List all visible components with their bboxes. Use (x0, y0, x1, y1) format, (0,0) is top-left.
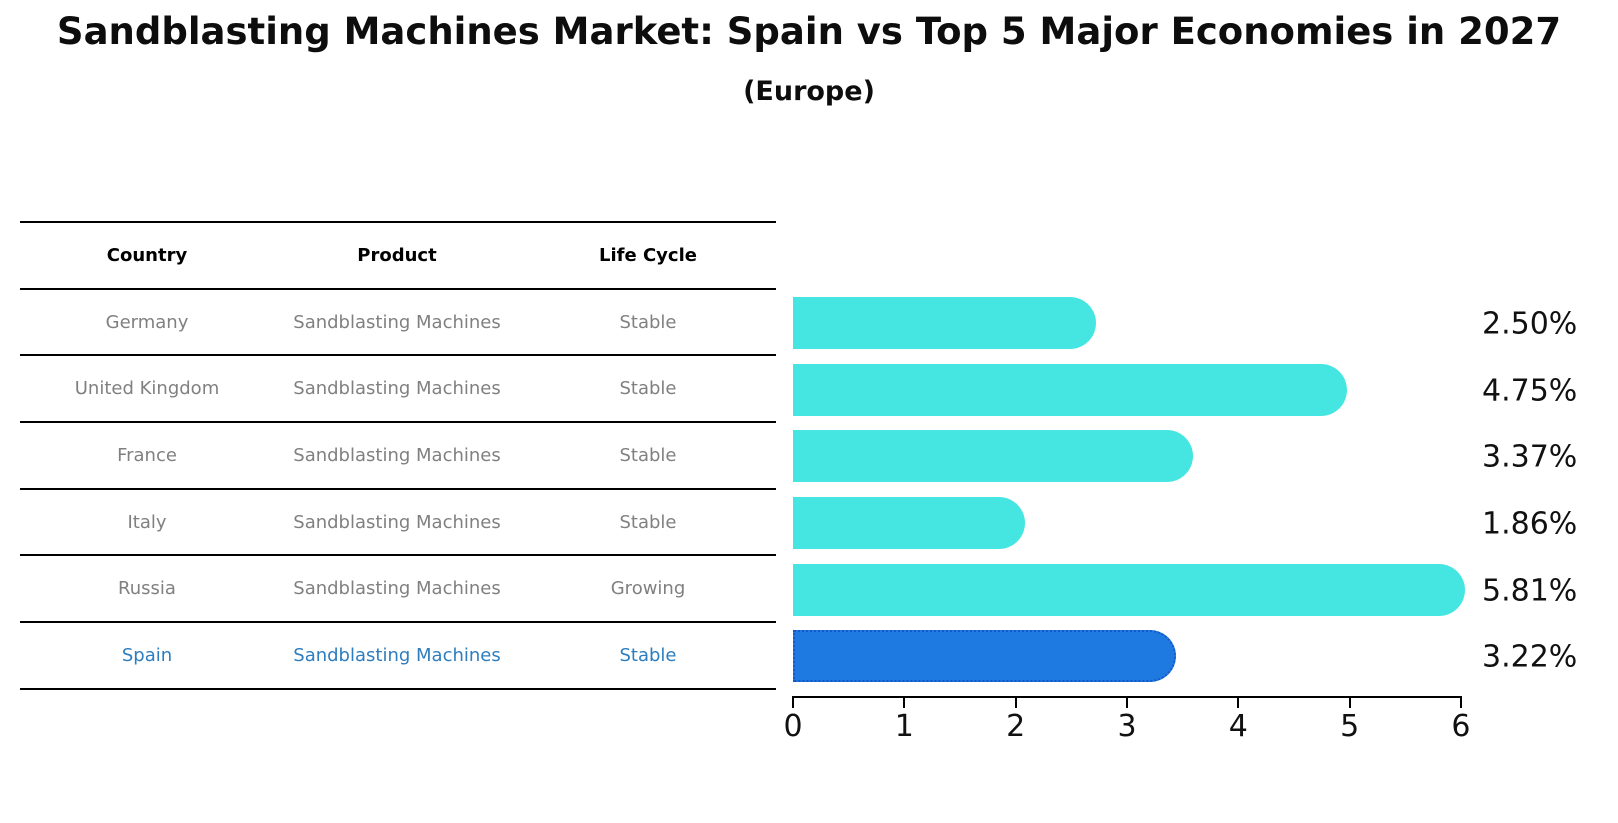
chart-title: Sandblasting Machines Market: Spain vs T… (56, 10, 1562, 53)
tick-mark (792, 698, 794, 708)
country-cell: Spain (121, 644, 173, 666)
life-cycle-cell: Stable (619, 644, 677, 666)
bar-row: 1.86% (793, 490, 1618, 557)
country-cell: United Kingdom (74, 378, 220, 400)
country-cell: Germany (105, 311, 189, 333)
x-axis-ticks: 0 1 2 3 4 5 6 (783, 698, 1471, 744)
value-label: 4.75% (1482, 373, 1578, 408)
life-cycle-cell: Stable (619, 444, 677, 466)
product-cell: Sandblasting Machines (293, 644, 501, 666)
x-axis-tick: 6 (1451, 698, 1471, 744)
value-label: 1.86% (1482, 506, 1578, 541)
table-row: United Kingdom Sandblasting Machines Sta… (20, 356, 776, 424)
value-label: 3.37% (1482, 439, 1578, 474)
tick-label: 1 (894, 709, 914, 744)
column-header-product: Product (357, 244, 437, 266)
table-row: France Sandblasting Machines Stable (20, 423, 776, 490)
x-axis-tick: 4 (1229, 698, 1248, 744)
value-label: 5.81% (1482, 573, 1578, 608)
product-cell: Sandblasting Machines (293, 444, 501, 466)
life-cycle-cell: Stable (619, 511, 677, 533)
country-table: Country Product Life Cycle Germany Sandb… (20, 221, 776, 690)
tick-mark (1459, 698, 1462, 708)
country-cell: France (117, 444, 177, 466)
country-cell: Italy (127, 511, 167, 533)
tick-label: 3 (1117, 709, 1137, 744)
bar-russia (793, 564, 1465, 616)
tick-mark (1014, 698, 1017, 708)
country-cell: Russia (118, 578, 176, 600)
life-cycle-cell: Growing (610, 578, 686, 600)
tick-label: 2 (1006, 709, 1026, 744)
chart-subtitle: (Europe) (743, 76, 875, 107)
product-cell: Sandblasting Machines (293, 578, 501, 600)
value-label: 3.22% (1482, 639, 1578, 674)
tick-label: 4 (1228, 709, 1248, 744)
bar-germany (793, 297, 1097, 349)
bar-row: 3.22% (793, 623, 1618, 690)
tick-mark (903, 698, 906, 708)
tick-mark (1125, 698, 1128, 708)
column-header-life-cycle: Life Cycle (599, 244, 697, 266)
x-axis-tick: 2 (1006, 698, 1025, 744)
x-axis-tick: 0 (783, 698, 803, 744)
table-row: Germany Sandblasting Machines Stable (20, 290, 776, 357)
tick-label: 5 (1340, 709, 1360, 744)
table-row: Italy Sandblasting Machines Stable (20, 490, 776, 557)
table-row: Russia Sandblasting Machines Growing (20, 556, 776, 624)
bar-row: 2.50% (793, 290, 1618, 357)
tick-label: 6 (1451, 709, 1471, 744)
bar-spain-highlighted (793, 630, 1177, 682)
bar-italy (793, 497, 1026, 549)
product-cell: Sandblasting Machines (293, 311, 501, 333)
bar-row: 3.37% (793, 423, 1618, 490)
value-label: 2.50% (1482, 306, 1578, 341)
x-axis-tick: 3 (1117, 698, 1137, 744)
tick-label: 0 (783, 709, 803, 744)
life-cycle-cell: Stable (619, 311, 677, 333)
table-row-spain-highlight: Spain Sandblasting Machines Stable (20, 623, 776, 690)
life-cycle-cell: Stable (619, 378, 677, 400)
bar-row: 4.75% (793, 357, 1618, 424)
tick-mark (1348, 698, 1351, 708)
bar-france (793, 430, 1194, 482)
bar-united-kingdom (793, 364, 1347, 416)
product-cell: Sandblasting Machines (293, 511, 501, 533)
table-header-row: Country Product Life Cycle (20, 223, 776, 290)
x-axis-line (792, 696, 1462, 698)
column-header-country: Country (106, 244, 188, 266)
x-axis-tick: 5 (1340, 698, 1359, 744)
x-axis-tick: 1 (895, 698, 914, 744)
product-cell: Sandblasting Machines (293, 378, 501, 400)
tick-mark (1237, 698, 1240, 708)
bar-row: 5.81% (793, 557, 1618, 624)
